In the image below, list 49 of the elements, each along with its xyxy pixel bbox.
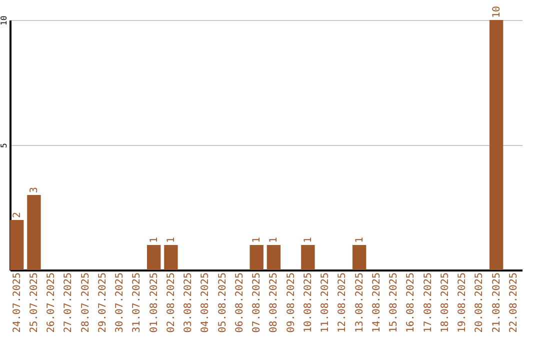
- bar: [164, 245, 178, 270]
- x-tick-label: 18.08.2025: [440, 272, 451, 333]
- x-tick-label: 13.08.2025: [354, 272, 366, 333]
- x-tick-label: 03.08.2025: [183, 272, 194, 333]
- y-tick-label: 5: [0, 142, 8, 148]
- bar: [10, 220, 24, 270]
- bar: [266, 245, 281, 270]
- x-tick-label: 27.07.2025: [63, 272, 74, 333]
- x-tick-label: 09.08.2025: [286, 272, 297, 333]
- bar: [250, 245, 264, 270]
- x-tick-label: 10.08.2025: [302, 272, 314, 333]
- x-tick-label: 24.07.2025: [12, 272, 23, 333]
- data-label: 10: [491, 6, 502, 18]
- x-tick-label: 11.08.2025: [320, 272, 332, 333]
- x-tick-label: 12.08.2025: [337, 272, 348, 333]
- x-tick-label: 31.07.2025: [132, 272, 143, 333]
- x-tick-label: 28.07.2025: [80, 272, 92, 333]
- x-tick-label: 05.08.2025: [217, 272, 228, 333]
- x-tick-label: 14.08.2025: [371, 272, 382, 333]
- x-tick-label: 30.07.2025: [114, 272, 126, 333]
- x-tick-label: 02.08.2025: [166, 272, 177, 333]
- x-tick-label: 15.08.2025: [388, 272, 400, 333]
- bar: [301, 245, 315, 270]
- x-tick-label: 29.07.2025: [97, 272, 108, 333]
- data-label: 2: [12, 212, 23, 218]
- data-label: 1: [166, 236, 177, 243]
- x-tick-label: 01.08.2025: [148, 272, 160, 333]
- data-label: 3: [28, 186, 40, 193]
- x-tick-label: 26.07.2025: [46, 272, 58, 333]
- x-tick-label: 06.08.2025: [234, 272, 246, 333]
- x-tick-label: 08.08.2025: [268, 272, 280, 333]
- bar: [352, 245, 366, 270]
- data-label: 1: [268, 236, 280, 243]
- x-tick-label: 21.08.2025: [491, 272, 502, 333]
- data-label: 1: [302, 236, 314, 243]
- bar: [146, 245, 161, 270]
- x-tick-label: 22.08.2025: [508, 272, 520, 333]
- x-tick-label: 20.08.2025: [474, 272, 486, 333]
- x-tick-label: 04.08.2025: [200, 272, 212, 333]
- x-tick-label: 16.08.2025: [406, 272, 417, 333]
- bar: [489, 20, 504, 270]
- bar: [27, 195, 41, 270]
- data-label: 1: [252, 236, 263, 243]
- x-tick-label: 19.08.2025: [457, 272, 468, 333]
- x-tick-label: 25.07.2025: [28, 272, 40, 333]
- x-tick-label: 17.08.2025: [422, 272, 434, 333]
- data-label: 1: [148, 236, 160, 243]
- data-label: 1: [354, 236, 366, 243]
- x-tick-label: 07.08.2025: [252, 272, 263, 333]
